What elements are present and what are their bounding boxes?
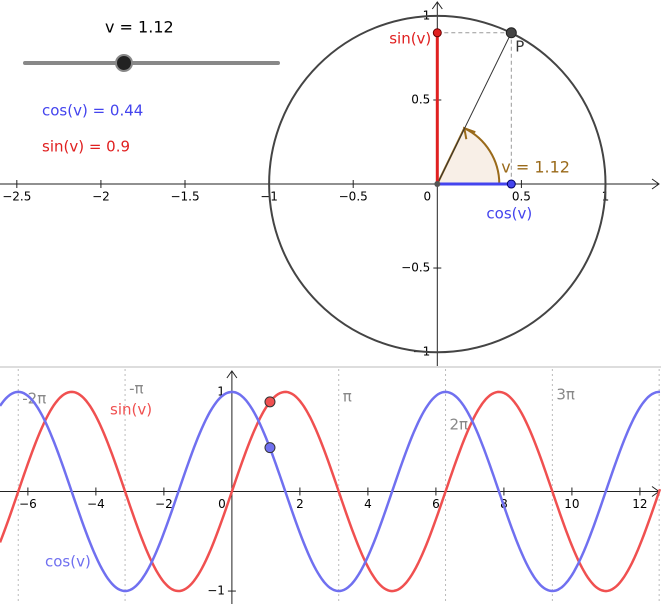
y-axis-arrow (226, 370, 238, 379)
y-tick-label: −0.5 (401, 261, 430, 275)
angle-label: v = 1.12 (501, 158, 570, 177)
x-tick-label: 0 (423, 190, 431, 204)
x-tick-label: −2 (155, 497, 173, 511)
x-tick-label: 2 (296, 497, 304, 511)
x-tick-label: 10 (564, 497, 579, 511)
x-tick-label: −2.5 (2, 190, 31, 204)
x-tick-label: 0 (218, 497, 226, 511)
x-tick-label: 12 (632, 497, 647, 511)
x-tick-label: −4 (87, 497, 105, 511)
series-label: sin(v) (110, 401, 152, 419)
x-tick-label: −1.5 (170, 190, 199, 204)
unit-circle (268, 14, 607, 354)
origin-point (434, 181, 441, 188)
pi-tick-label: 2π (450, 416, 469, 434)
pi-tick-label: -2π (22, 390, 46, 408)
x-tick-label: 0.5 (512, 190, 531, 204)
point-label: P (515, 37, 524, 55)
slider-label: v = 1.12 (105, 18, 174, 37)
curve (0, 390, 661, 593)
y-axis-arrow (431, 1, 443, 10)
x-axis-arrow (651, 178, 660, 190)
x-tick-label: 4 (364, 497, 372, 511)
pi-tick-label: 3π (556, 386, 575, 404)
slider-knob[interactable] (115, 54, 133, 72)
cos-text: cos(v) = 0.44 (42, 102, 143, 120)
x-tick-label: 6 (432, 497, 440, 511)
point-p (505, 27, 517, 39)
pi-tick-label: -π (129, 380, 143, 398)
x-tick-label: −6 (19, 497, 37, 511)
curve (0, 390, 661, 593)
y-tick-label: 1 (217, 384, 225, 398)
sin-point (432, 28, 442, 38)
sin-text: sin(v) = 0.9 (42, 138, 130, 156)
cos-label: cos(v) (486, 205, 532, 223)
series-label: cos(v) (45, 553, 91, 571)
y-tick-label: 0.5 (411, 92, 430, 106)
pi-tick-label: π (343, 388, 352, 406)
radius (436, 32, 512, 185)
x-tick-label: −2 (92, 190, 110, 204)
cos-point (506, 179, 516, 189)
curve-point (264, 442, 276, 454)
curve-point (264, 396, 276, 408)
sin-label: sin(v) (389, 29, 431, 47)
y-tick-label: −1 (207, 584, 225, 598)
x-tick-label: −0.5 (339, 190, 368, 204)
